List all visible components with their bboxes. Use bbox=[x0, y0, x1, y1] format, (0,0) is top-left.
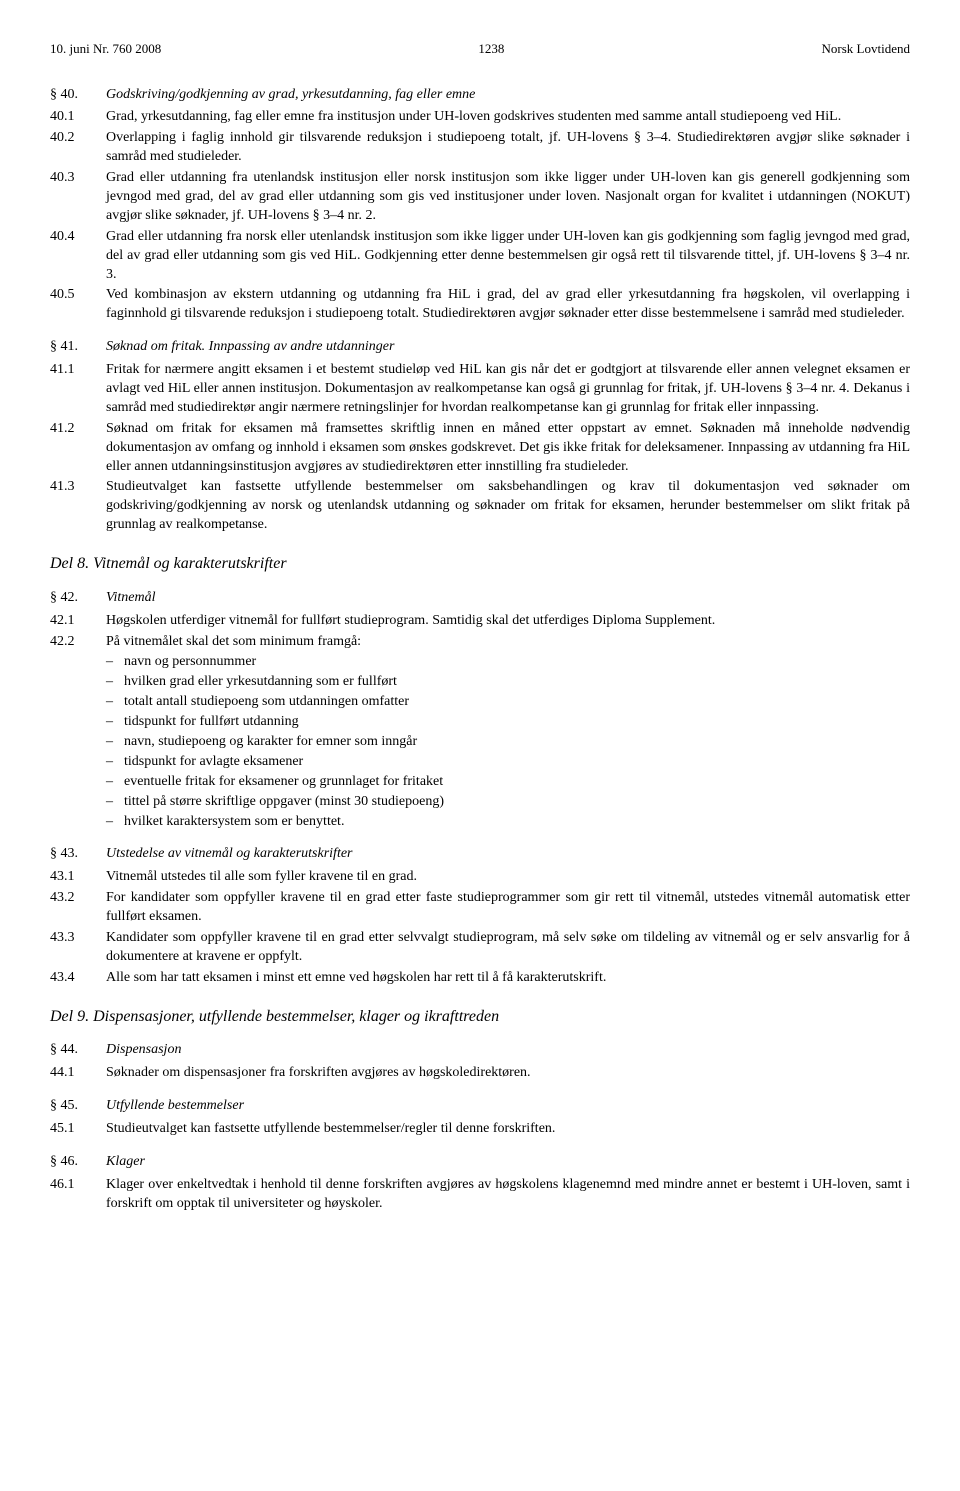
list-item: totalt antall studiepoeng som utdanninge… bbox=[106, 693, 910, 712]
section-45-title: Utfyllende bestemmelser bbox=[106, 1098, 244, 1113]
para-43-4: 43.4Alle som har tatt eksamen i minst et… bbox=[50, 969, 910, 988]
para-num: 45.1 bbox=[50, 1120, 106, 1139]
section-42-title: Vitnemål bbox=[106, 590, 156, 605]
para-num: 42.2 bbox=[50, 633, 106, 652]
para-text: Grad eller utdanning fra utenlandsk inst… bbox=[106, 169, 910, 226]
para-text: Kandidater som oppfyller kravene til en … bbox=[106, 929, 910, 967]
section-40-title: Godskriving/godkjenning av grad, yrkesut… bbox=[106, 87, 475, 102]
para-num: 40.1 bbox=[50, 108, 106, 127]
header-center: 1238 bbox=[478, 40, 504, 58]
header-right: Norsk Lovtidend bbox=[822, 40, 910, 58]
para-num: 40.2 bbox=[50, 129, 106, 167]
section-44-heading: § 44.Dispensasjon bbox=[50, 1041, 910, 1060]
section-46-heading: § 46.Klager bbox=[50, 1153, 910, 1172]
del-8-heading: Del 8. Vitnemål og karakterutskrifter bbox=[50, 553, 910, 575]
para-41-1: 41.1Fritak for nærmere angitt eksamen i … bbox=[50, 361, 910, 418]
para-num: 41.3 bbox=[50, 478, 106, 535]
para-num: 43.3 bbox=[50, 929, 106, 967]
para-text: Vitnemål utstedes til alle som fyller kr… bbox=[106, 868, 910, 887]
para-46-1: 46.1Klager over enkeltvedtak i henhold t… bbox=[50, 1176, 910, 1214]
section-44-title: Dispensasjon bbox=[106, 1042, 181, 1057]
para-num: 41.2 bbox=[50, 420, 106, 477]
vitnemal-list: navn og personnummer hvilken grad eller … bbox=[106, 653, 910, 831]
para-text: Fritak for nærmere angitt eksamen i et b… bbox=[106, 361, 910, 418]
para-42-2: 42.2På vitnemålet skal det som minimum f… bbox=[50, 633, 910, 652]
para-num: 43.1 bbox=[50, 868, 106, 887]
section-44-num: § 44. bbox=[50, 1041, 106, 1060]
section-45-num: § 45. bbox=[50, 1097, 106, 1116]
para-text: Alle som har tatt eksamen i minst ett em… bbox=[106, 969, 910, 988]
para-42-1: 42.1Høgskolen utferdiger vitnemål for fu… bbox=[50, 612, 910, 631]
section-46-title: Klager bbox=[106, 1154, 145, 1169]
section-42-num: § 42. bbox=[50, 589, 106, 608]
para-num: 42.1 bbox=[50, 612, 106, 631]
section-41-heading: § 41.Søknad om fritak. Innpassing av and… bbox=[50, 338, 910, 357]
para-num: 44.1 bbox=[50, 1064, 106, 1083]
para-text: Overlapping i faglig innhold gir tilsvar… bbox=[106, 129, 910, 167]
section-45-heading: § 45.Utfyllende bestemmelser bbox=[50, 1097, 910, 1116]
para-40-2: 40.2Overlapping i faglig innhold gir til… bbox=[50, 129, 910, 167]
para-text: Søknader om dispensasjoner fra forskrift… bbox=[106, 1064, 910, 1083]
list-item: tidspunkt for avlagte eksamener bbox=[106, 753, 910, 772]
section-43-heading: § 43.Utstedelse av vitnemål og karakteru… bbox=[50, 845, 910, 864]
para-text: På vitnemålet skal det som minimum framg… bbox=[106, 633, 910, 652]
para-num: 40.5 bbox=[50, 286, 106, 324]
para-43-3: 43.3Kandidater som oppfyller kravene til… bbox=[50, 929, 910, 967]
section-40-num: § 40. bbox=[50, 86, 106, 105]
list-item: hvilket karaktersystem som er benyttet. bbox=[106, 813, 910, 832]
para-text: Høgskolen utferdiger vitnemål for fullfø… bbox=[106, 612, 910, 631]
del-9-heading: Del 9. Dispensasjoner, utfyllende bestem… bbox=[50, 1006, 910, 1028]
para-44-1: 44.1Søknader om dispensasjoner fra forsk… bbox=[50, 1064, 910, 1083]
para-40-4: 40.4Grad eller utdanning fra norsk eller… bbox=[50, 228, 910, 285]
para-text: Klager over enkeltvedtak i henhold til d… bbox=[106, 1176, 910, 1214]
section-41-title: Søknad om fritak. Innpassing av andre ut… bbox=[106, 339, 394, 354]
list-item: tittel på større skriftlige oppgaver (mi… bbox=[106, 793, 910, 812]
para-40-5: 40.5Ved kombinasjon av ekstern utdanning… bbox=[50, 286, 910, 324]
para-43-1: 43.1Vitnemål utstedes til alle som fylle… bbox=[50, 868, 910, 887]
para-40-1: 40.1Grad, yrkesutdanning, fag eller emne… bbox=[50, 108, 910, 127]
para-41-3: 41.3Studieutvalget kan fastsette utfylle… bbox=[50, 478, 910, 535]
para-text: Studieutvalget kan fastsette utfyllende … bbox=[106, 478, 910, 535]
para-text: Ved kombinasjon av ekstern utdanning og … bbox=[106, 286, 910, 324]
section-43-num: § 43. bbox=[50, 845, 106, 864]
list-item: hvilken grad eller yrkesutdanning som er… bbox=[106, 673, 910, 692]
section-46-num: § 46. bbox=[50, 1153, 106, 1172]
list-item: eventuelle fritak for eksamener og grunn… bbox=[106, 773, 910, 792]
para-text: Grad, yrkesutdanning, fag eller emne fra… bbox=[106, 108, 910, 127]
para-text: For kandidater som oppfyller kravene til… bbox=[106, 889, 910, 927]
list-item: tidspunkt for fullført utdanning bbox=[106, 713, 910, 732]
para-text: Søknad om fritak for eksamen må framsett… bbox=[106, 420, 910, 477]
section-41-num: § 41. bbox=[50, 338, 106, 357]
para-num: 41.1 bbox=[50, 361, 106, 418]
para-40-3: 40.3Grad eller utdanning fra utenlandsk … bbox=[50, 169, 910, 226]
para-num: 43.4 bbox=[50, 969, 106, 988]
section-40-heading: § 40.Godskriving/godkjenning av grad, yr… bbox=[50, 86, 910, 105]
list-item: navn, studiepoeng og karakter for emner … bbox=[106, 733, 910, 752]
list-item: navn og personnummer bbox=[106, 653, 910, 672]
section-42-heading: § 42.Vitnemål bbox=[50, 589, 910, 608]
para-text: Grad eller utdanning fra norsk eller ute… bbox=[106, 228, 910, 285]
para-num: 43.2 bbox=[50, 889, 106, 927]
header-left: 10. juni Nr. 760 2008 bbox=[50, 40, 161, 58]
para-45-1: 45.1Studieutvalget kan fastsette utfylle… bbox=[50, 1120, 910, 1139]
para-num: 46.1 bbox=[50, 1176, 106, 1214]
para-41-2: 41.2Søknad om fritak for eksamen må fram… bbox=[50, 420, 910, 477]
section-43-title: Utstedelse av vitnemål og karakterutskri… bbox=[106, 846, 353, 861]
page-header: 10. juni Nr. 760 2008 1238 Norsk Lovtide… bbox=[50, 40, 910, 58]
para-text: Studieutvalget kan fastsette utfyllende … bbox=[106, 1120, 910, 1139]
para-num: 40.4 bbox=[50, 228, 106, 285]
para-num: 40.3 bbox=[50, 169, 106, 226]
para-43-2: 43.2For kandidater som oppfyller kravene… bbox=[50, 889, 910, 927]
